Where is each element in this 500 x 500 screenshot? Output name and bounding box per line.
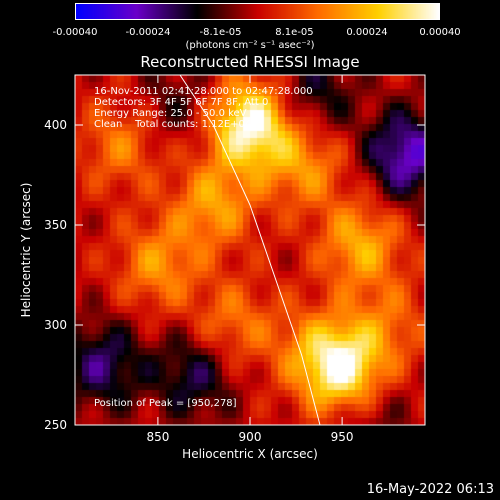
x-tick-label: 950 [330,430,354,444]
x-tick-label: 900 [238,430,262,444]
axis-ticks [75,75,425,426]
y-tick-label: 400 [44,118,67,132]
peak-position-label: Position of Peak = [950,278] [94,398,237,409]
annotation-counts: Clean Total counts: 1.12E+04 [94,119,252,130]
x-axis-label: Heliocentric X (arcsec) [182,447,318,461]
x-tick-label: 850 [146,430,170,444]
colorbar-tick-label: -8.1e-05 [199,27,242,38]
annotation-energy: Energy Range: 25.0 - 50.0 keV [94,108,247,119]
annotation-time-range: 16-Nov-2011 02:41:28.000 to 02:47:28.000 [94,86,313,97]
chart-title: Reconstructed RHESSI Image [140,53,360,71]
y-tick-label: 300 [44,318,67,332]
colorbar-unit: (photons cm⁻² s⁻¹ asec⁻²) [185,40,315,51]
colorbar-tick-label: 0.00040 [419,27,461,38]
y-axis-label: Heliocentric Y (arcsec) [19,182,33,318]
heatmap-image [75,75,425,425]
colorbar-tick-label: 8.1e-05 [275,27,314,38]
colorbar [75,3,440,20]
colorbar-tick-label: -0.00024 [125,27,171,38]
y-tick-label: 350 [44,218,67,232]
render-date: 16-May-2022 06:13 [366,482,494,497]
solar-limb-curve [179,74,321,426]
annotation-detectors: Detectors: 3F 4F 5F 6F 7F 8F, Att 0 [94,97,269,108]
y-tick-label: 250 [44,418,67,432]
colorbar-tick-label: 0.00024 [346,27,388,38]
colorbar-tick-label: -0.00040 [52,27,98,38]
